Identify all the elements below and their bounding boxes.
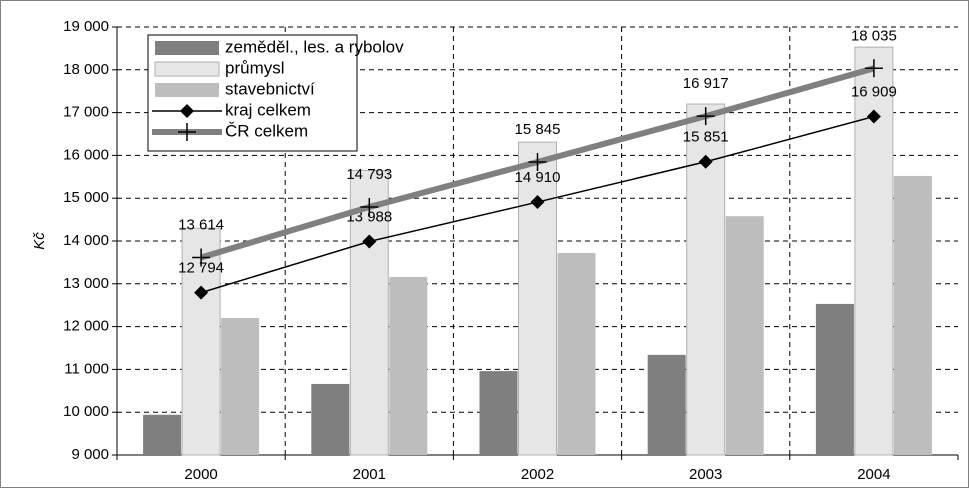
- bar: [647, 354, 686, 455]
- bar: [557, 252, 596, 455]
- data-label: 14 910: [515, 169, 561, 186]
- data-label: 14 793: [346, 166, 392, 183]
- line-marker: [528, 153, 547, 172]
- bar: [815, 303, 854, 455]
- y-tick-label: 9 000: [71, 446, 109, 463]
- line-marker: [360, 198, 379, 217]
- bar: [143, 414, 182, 455]
- line-marker: [866, 109, 881, 124]
- line-marker: [530, 195, 545, 210]
- data-label: 15 851: [683, 129, 729, 146]
- line-marker: [864, 59, 883, 78]
- bar: [311, 383, 350, 455]
- y-tick-label: 19 000: [63, 18, 109, 35]
- legend-swatch: [155, 83, 219, 97]
- y-tick-label: 15 000: [63, 189, 109, 206]
- legend-marker: [178, 123, 196, 141]
- y-tick-label: 12 000: [63, 318, 109, 335]
- y-tick-label: 18 000: [63, 61, 109, 78]
- legend-label: zeměděl., les. a rybolov: [225, 37, 404, 56]
- data-label: 13 614: [178, 216, 224, 233]
- bar: [725, 216, 764, 455]
- legend-label: průmysl: [225, 58, 285, 77]
- x-tick-label: 2001: [353, 466, 386, 483]
- bar: [893, 175, 932, 455]
- legend-label: kraj celkem: [225, 100, 311, 119]
- line-marker: [698, 154, 713, 169]
- bar: [389, 276, 428, 455]
- bar: [349, 169, 389, 456]
- y-tick-label: 14 000: [63, 232, 109, 249]
- line-marker: [194, 285, 209, 300]
- x-tick-label: 2003: [689, 466, 722, 483]
- bar: [221, 318, 260, 455]
- legend-label: stavebnictví: [225, 79, 315, 98]
- data-label: 15 845: [515, 121, 561, 138]
- bar: [518, 141, 557, 456]
- y-tick-label: 10 000: [63, 403, 109, 420]
- y-tick-label: 13 000: [63, 275, 109, 292]
- y-tick-label: 17 000: [63, 104, 109, 121]
- y-tick-label: 16 000: [63, 146, 109, 163]
- data-label: 12 794: [178, 260, 224, 277]
- legend-swatch: [155, 41, 219, 55]
- legend-label: ČR celkem: [225, 121, 308, 140]
- y-tick-label: 11 000: [64, 360, 109, 377]
- line-marker: [696, 107, 715, 126]
- bar: [479, 371, 518, 455]
- legend-swatch: [154, 61, 220, 77]
- bar: [854, 46, 894, 456]
- data-label: 16 917: [683, 75, 729, 92]
- line-marker: [192, 248, 211, 267]
- x-tick-label: 2004: [857, 466, 890, 483]
- y-axis-label: Kč: [31, 232, 48, 250]
- data-label: 16 909: [851, 83, 897, 100]
- data-label: 18 035: [851, 27, 897, 44]
- line-marker: [362, 234, 377, 249]
- x-tick-label: 2000: [184, 466, 217, 483]
- legend-marker: [180, 104, 194, 118]
- x-tick-label: 2002: [521, 466, 554, 483]
